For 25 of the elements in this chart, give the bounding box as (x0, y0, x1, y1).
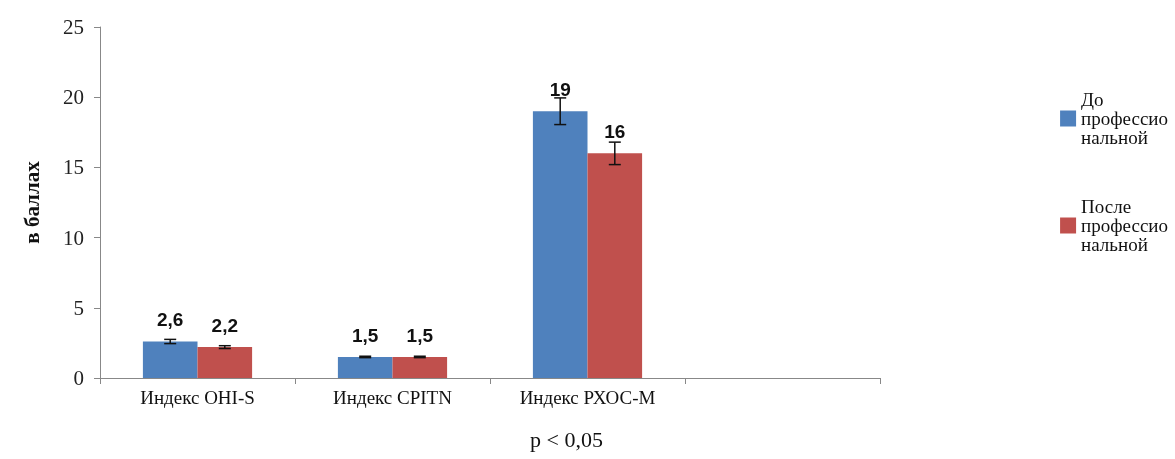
data-label: 16 (604, 121, 626, 143)
data-label: 19 (549, 79, 571, 101)
y-tick-label: 20 (63, 85, 84, 110)
bar (587, 153, 643, 378)
y-tick-label: 5 (73, 295, 84, 320)
y-tick-label: 25 (63, 15, 84, 39)
data-label: 2,6 (156, 309, 184, 331)
bar (337, 356, 393, 378)
bar (392, 356, 448, 378)
bar (532, 111, 588, 378)
text: p < 0,05 (529, 426, 603, 452)
y-axis-title: в баллах (19, 160, 44, 244)
bar (142, 341, 198, 378)
data-label: 1,5 (406, 324, 434, 346)
x-tick-label: Индекс OHI-S (140, 387, 255, 408)
data-label: 2,2 (211, 315, 239, 337)
y-tick-label: 15 (63, 155, 84, 180)
legend-label: После профессиональной (1081, 196, 1168, 255)
legend-label: До профессиональной (1081, 89, 1168, 148)
y-tick-label: 10 (63, 225, 84, 250)
y-tick-label: 0 (73, 366, 84, 390)
x-tick-label: Индекс РХОС-М (519, 387, 656, 408)
data-label: 1,5 (351, 324, 379, 346)
bar (197, 347, 253, 378)
x-tick-label: Индекс CPITN (333, 387, 453, 408)
